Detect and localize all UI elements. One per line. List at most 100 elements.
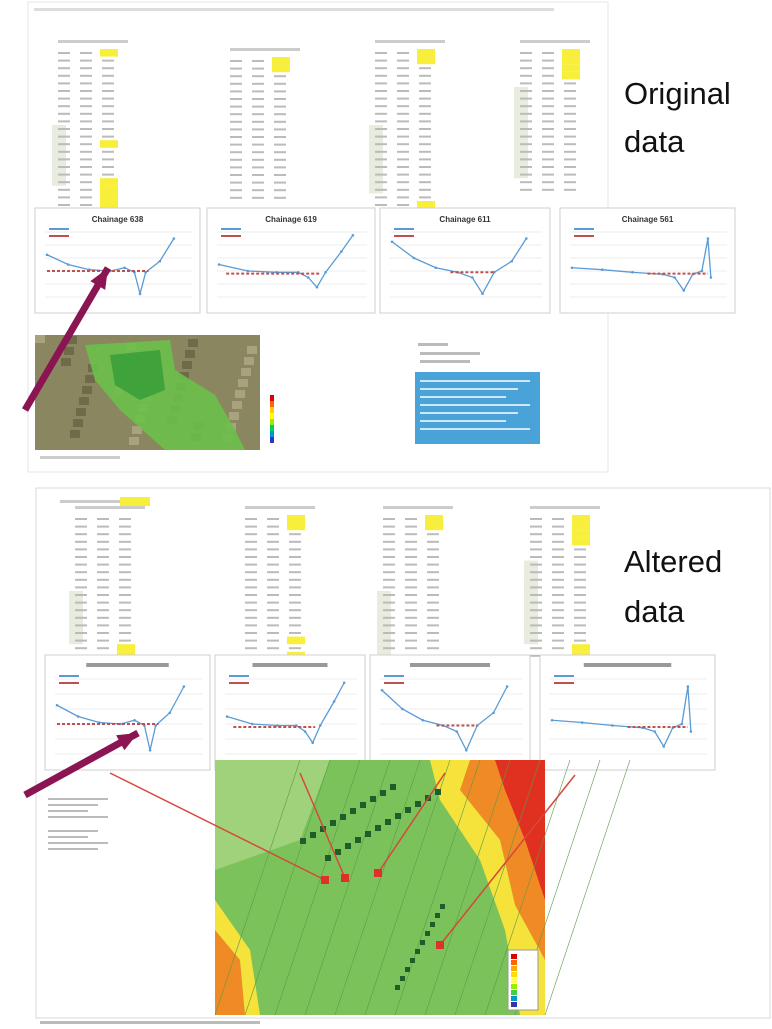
channel-cell	[365, 831, 371, 837]
table-cell	[119, 609, 131, 611]
table-cell	[564, 105, 576, 107]
table-cell	[383, 624, 395, 626]
table-cell	[75, 571, 87, 573]
table-cell	[427, 533, 439, 535]
legend	[221, 235, 241, 237]
table-cell	[267, 632, 279, 634]
aerial-texture	[85, 375, 95, 383]
table-cell	[102, 82, 114, 84]
connector-end	[374, 869, 382, 877]
table-cell	[80, 143, 92, 145]
table-cell	[405, 579, 417, 581]
table-cell	[530, 617, 542, 619]
section-point	[707, 237, 710, 240]
table-cell	[530, 647, 542, 649]
original-label: Original	[624, 76, 731, 111]
table-cell	[245, 518, 257, 520]
channel-cell	[390, 784, 396, 790]
table-cell	[102, 105, 114, 107]
table-cell	[564, 82, 576, 84]
table-cell	[375, 60, 387, 62]
aerial-texture	[82, 386, 92, 394]
channel-cell	[415, 949, 420, 954]
highlight	[100, 178, 118, 186]
table-cell	[427, 541, 439, 543]
section-point	[183, 685, 186, 688]
channel-cell	[310, 832, 316, 838]
table-cell	[245, 571, 257, 573]
table-cell	[520, 67, 532, 69]
highlight	[100, 186, 118, 194]
table-cell	[230, 68, 242, 70]
table-cell	[289, 564, 301, 566]
color-bar	[270, 431, 274, 437]
section-point	[340, 250, 343, 253]
table-cell	[383, 541, 395, 543]
table-cell	[520, 98, 532, 100]
map-legend-swatch	[511, 990, 517, 995]
info-box-text	[420, 396, 506, 398]
table-cell	[274, 98, 286, 100]
table-cell	[230, 60, 242, 62]
table-cell	[252, 75, 264, 77]
connector-end	[341, 874, 349, 882]
section-point	[422, 719, 425, 722]
table-cell	[230, 113, 242, 115]
table-cell	[230, 106, 242, 108]
table-cell	[245, 526, 257, 528]
section-point	[456, 730, 459, 733]
color-bar	[270, 419, 274, 425]
channel-cell	[410, 958, 415, 963]
table-cell	[58, 52, 70, 54]
aerial-texture	[73, 419, 83, 427]
table-cell	[75, 640, 87, 642]
table-cell	[405, 640, 417, 642]
highlight	[272, 65, 290, 73]
section-point	[471, 276, 474, 279]
table-cell	[375, 82, 387, 84]
table-cell	[58, 136, 70, 138]
table-cell	[245, 594, 257, 596]
table-cell	[230, 159, 242, 161]
table-cell	[419, 98, 431, 100]
section-point	[401, 708, 404, 711]
color-bar	[270, 425, 274, 431]
table-cell	[552, 586, 564, 588]
legend	[229, 675, 249, 677]
table-cell	[75, 586, 87, 588]
section-point	[506, 685, 509, 688]
table-cell	[230, 121, 242, 123]
table-cell	[419, 128, 431, 130]
table-cell	[552, 602, 564, 604]
table-cell	[289, 556, 301, 558]
info-box	[415, 372, 540, 444]
section-point	[465, 749, 468, 752]
table-cell	[252, 68, 264, 70]
table-cell	[97, 564, 109, 566]
table-cell	[530, 579, 542, 581]
table-cell	[375, 67, 387, 69]
table-cell	[574, 617, 586, 619]
table-cell	[102, 67, 114, 69]
table-cell	[419, 174, 431, 176]
table-cell	[119, 526, 131, 528]
map-legend-swatch	[511, 984, 517, 989]
table-cell	[564, 113, 576, 115]
info-box-text	[420, 428, 530, 430]
section-point	[133, 719, 136, 722]
table-cell	[267, 564, 279, 566]
table-cell	[530, 586, 542, 588]
table-cell	[230, 166, 242, 168]
table-cell	[375, 181, 387, 183]
table-cell	[542, 158, 554, 160]
info-box-text	[420, 404, 530, 406]
table-cell	[542, 105, 554, 107]
table-cell	[119, 586, 131, 588]
table-cell	[274, 182, 286, 184]
table-cell	[245, 533, 257, 535]
table-cell	[397, 181, 409, 183]
table-cell	[80, 158, 92, 160]
table-cell	[97, 526, 109, 528]
table-cell	[102, 113, 114, 115]
section-point	[701, 270, 704, 273]
